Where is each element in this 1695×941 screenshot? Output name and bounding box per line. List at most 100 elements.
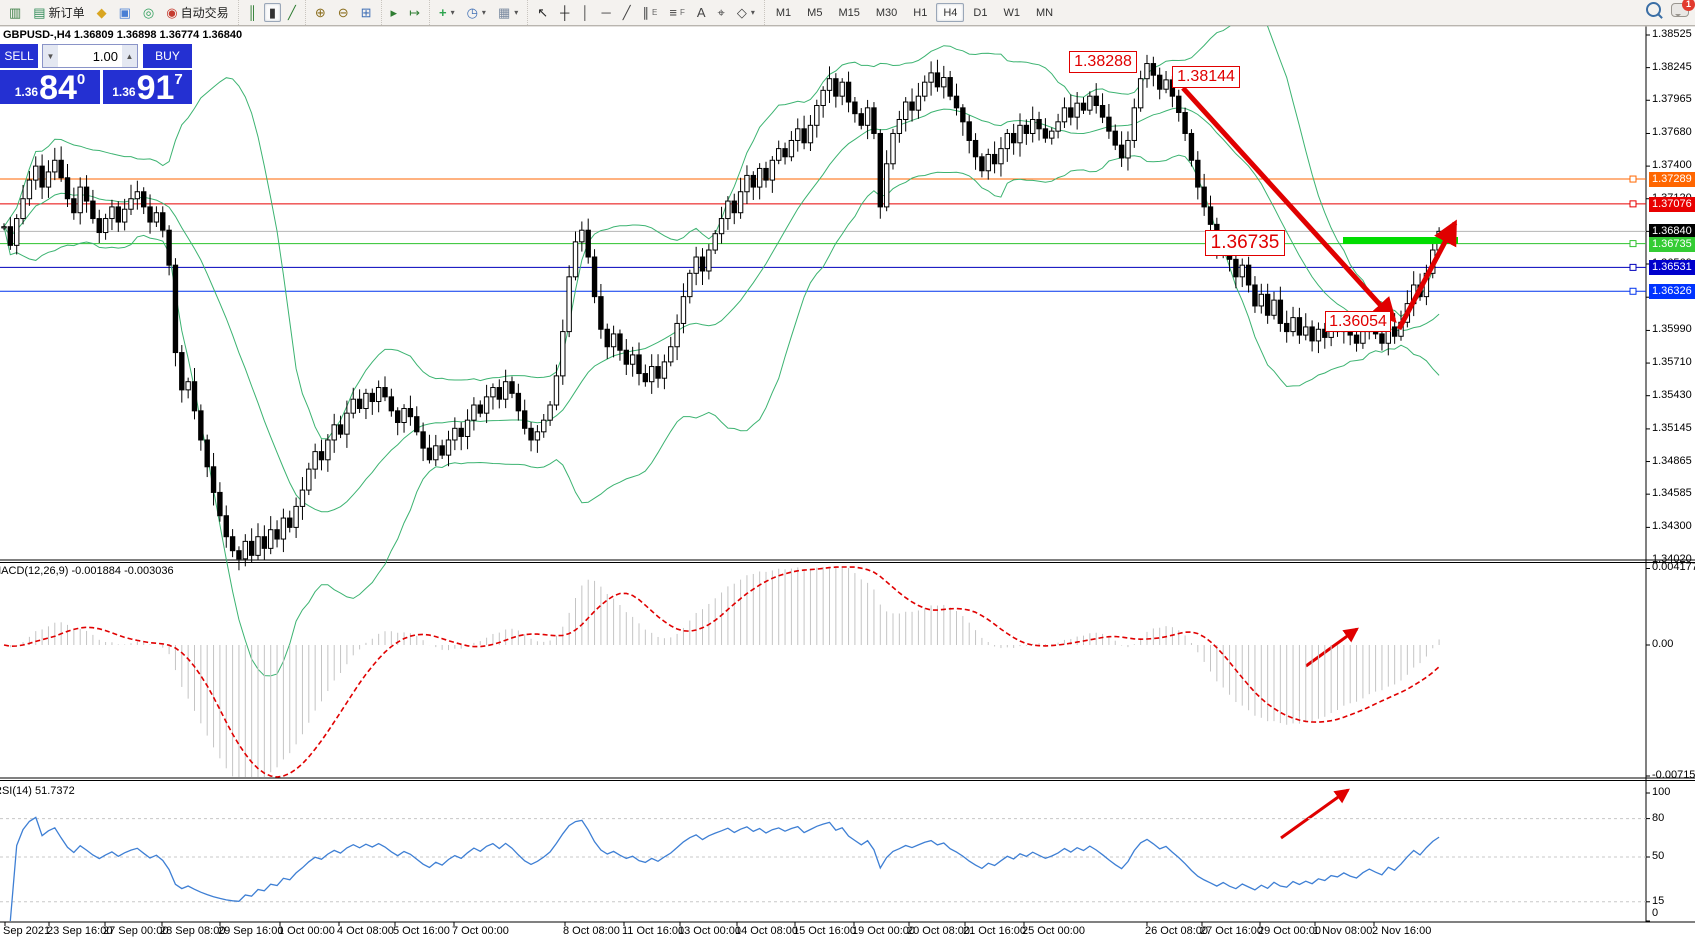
candle-body xyxy=(1042,128,1049,139)
candle-body xyxy=(680,296,687,324)
candle-body xyxy=(293,505,299,528)
signals-button[interactable]: ◎ xyxy=(138,3,159,22)
tile-windows-button[interactable]: ⊞ xyxy=(356,3,377,22)
trendline-button[interactable]: ╱ xyxy=(618,3,636,22)
indicators-button[interactable]: + ▾ xyxy=(434,3,460,22)
auto-scroll-button[interactable]: ▸ xyxy=(386,3,403,22)
hline-handle[interactable] xyxy=(1629,175,1637,183)
price-annotation-1.36054[interactable]: 1.36054 xyxy=(1325,311,1391,332)
candle-body xyxy=(795,128,801,141)
support-highlight-bar[interactable] xyxy=(1343,237,1458,244)
candle-body xyxy=(179,352,185,391)
candle-body xyxy=(1245,264,1252,286)
crosshair-button-icon: ┼ xyxy=(560,5,570,20)
gold-button[interactable]: ◆ xyxy=(92,3,112,22)
candle-body xyxy=(922,81,928,97)
y-tick-label: 1.34865 xyxy=(1652,454,1692,467)
tf-h4[interactable]: H4 xyxy=(936,3,965,22)
chat-icon[interactable]: 1 xyxy=(1671,0,1695,17)
candle-body xyxy=(585,229,591,258)
candle-body xyxy=(160,212,166,231)
candle-body xyxy=(210,466,217,493)
sell-button[interactable]: SELL xyxy=(0,44,38,68)
periods-button[interactable]: ◷ ▾ xyxy=(462,3,491,22)
trend-arrow-2[interactable] xyxy=(1396,219,1458,331)
buy-price-display[interactable]: 1.36 91 7 xyxy=(103,70,192,105)
horizontal-line-button[interactable]: ─ xyxy=(597,3,616,22)
volume-input[interactable]: 1.00 xyxy=(92,48,118,64)
candlestick-button[interactable]: ▮ xyxy=(263,3,281,22)
community-button[interactable]: ▣ xyxy=(114,3,136,22)
candle-body xyxy=(903,101,909,120)
autotrading-button[interactable]: ◉ 自动交易 xyxy=(161,3,233,22)
templates-button[interactable]: ▦ ▾ xyxy=(493,3,523,22)
candle-body xyxy=(718,218,725,235)
cursor-button[interactable]: ↖ xyxy=(532,3,553,22)
hline-handle[interactable] xyxy=(1629,200,1637,208)
tf-m30-label: M30 xyxy=(875,6,898,19)
crosshair-button[interactable]: ┼ xyxy=(555,3,574,22)
bar-chart-button[interactable]: ║ xyxy=(243,3,262,22)
tf-w1[interactable]: W1 xyxy=(996,3,1027,22)
vertical-line-button[interactable]: │ xyxy=(576,3,594,22)
tf-m5[interactable]: M5 xyxy=(800,3,829,22)
candle-body xyxy=(369,392,376,403)
tf-m1[interactable]: M1 xyxy=(769,3,798,22)
price-annotation-1.36735[interactable]: 1.36735 xyxy=(1205,230,1285,256)
tf-m15[interactable]: M15 xyxy=(831,3,866,22)
hline-handle[interactable] xyxy=(1629,240,1637,248)
candle-body xyxy=(166,229,172,266)
candle-body xyxy=(1207,206,1214,225)
candle-body xyxy=(141,191,147,208)
periods-button-dropdown-caret[interactable]: ▾ xyxy=(481,8,486,17)
candle-body xyxy=(883,163,890,208)
channel-button[interactable]: ∥ E xyxy=(638,3,663,22)
tf-d1[interactable]: D1 xyxy=(966,3,994,22)
fibonacci-button[interactable]: ≡ F xyxy=(664,3,689,22)
indicators-button-dropdown-caret[interactable]: ▾ xyxy=(450,8,455,17)
volume-decrease-button[interactable]: ▼ xyxy=(43,45,58,67)
hline-handle[interactable] xyxy=(1629,263,1637,271)
price-annotation-1.38144[interactable]: 1.38144 xyxy=(1172,66,1240,88)
x-tick-label: 20 Oct 08:00 xyxy=(907,925,970,937)
tf-mn[interactable]: MN xyxy=(1029,3,1060,22)
candle-body xyxy=(502,381,509,400)
tf-m1-label: M1 xyxy=(775,6,792,19)
zoom-in-button[interactable]: ⊕ xyxy=(310,3,331,22)
candle-body xyxy=(934,72,941,88)
text-button[interactable]: A xyxy=(692,3,711,22)
new-order-button-label: 新订单 xyxy=(48,6,85,20)
search-icon[interactable] xyxy=(1646,2,1661,17)
new-order-button[interactable]: ▤ 新订单 xyxy=(28,3,89,22)
horizontal-line-button-icon: ─ xyxy=(601,5,611,20)
volume-box: ▼ 1.00 ▲ xyxy=(42,44,138,68)
templates-button-dropdown-caret[interactable]: ▾ xyxy=(514,8,519,17)
candle-body xyxy=(229,536,236,552)
hline-handle[interactable] xyxy=(1629,287,1637,295)
candle-body xyxy=(172,264,179,354)
shapes-button[interactable]: ◇ ▾ xyxy=(732,3,760,22)
zoom-out-button[interactable]: ⊖ xyxy=(333,3,354,22)
tf-h1[interactable]: H1 xyxy=(906,3,934,22)
buy-button[interactable]: BUY xyxy=(143,44,192,68)
candle-body xyxy=(1271,299,1277,316)
chart-shift-button[interactable]: ↦ xyxy=(404,3,425,22)
trend-arrow-4[interactable] xyxy=(1280,788,1350,840)
new-chart-button[interactable]: ▥ xyxy=(4,3,26,22)
candle-body xyxy=(877,132,883,208)
shapes-button-dropdown-caret[interactable]: ▾ xyxy=(750,8,755,17)
candle-body xyxy=(998,148,1004,165)
volume-increase-button[interactable]: ▲ xyxy=(122,45,137,67)
candle-body xyxy=(1239,264,1245,278)
trend-arrow-1[interactable] xyxy=(1181,86,1397,323)
x-tick-label: 28 Sep 08:00 xyxy=(160,925,226,937)
line-chart-button[interactable]: ╱ xyxy=(283,3,301,22)
candle-body xyxy=(90,200,96,220)
candle-body xyxy=(541,419,547,433)
candle-body xyxy=(1277,299,1284,324)
tf-m30[interactable]: M30 xyxy=(869,3,904,22)
sell-price-display[interactable]: 1.36 84 0 xyxy=(0,70,100,105)
price-annotation-1.38288[interactable]: 1.38288 xyxy=(1069,51,1137,73)
label-button[interactable]: ⌖ xyxy=(713,3,730,22)
